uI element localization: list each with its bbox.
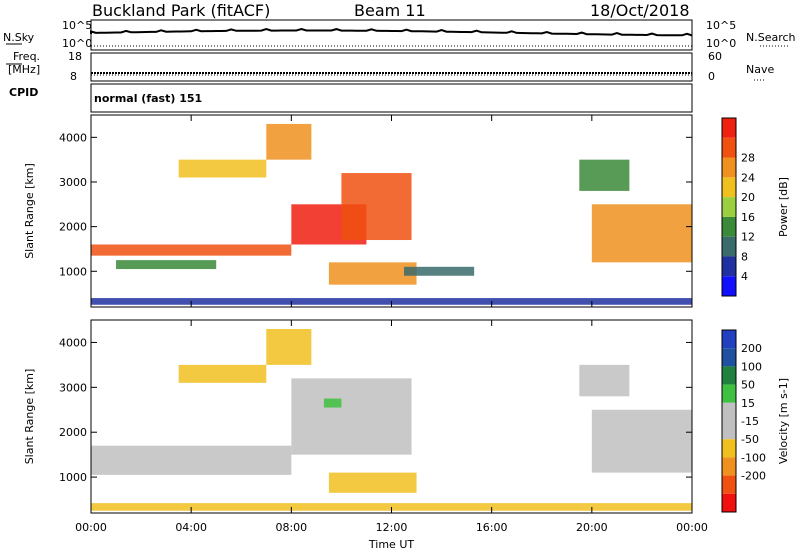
nave-tick-bottom: 0 (708, 70, 715, 83)
velocity-echo-band-7 (579, 364, 630, 397)
velocity-colorbar-tick-0: 200 (741, 342, 762, 355)
velocity-echo-band-4 (328, 472, 417, 493)
freq-label: Freq. (13, 50, 41, 63)
power-ytick-label-1: 2000 (59, 221, 87, 234)
velocity-colorbar-tick-5: -50 (741, 433, 759, 446)
xtick-label-1: 04:00 (175, 521, 207, 534)
velocity-colorbar-seg-5 (722, 421, 736, 440)
power-colorbar-seg-1 (722, 256, 736, 277)
power-colorbar-tick-1: 8 (741, 250, 748, 263)
velocity-colorbar-tick-4: -15 (741, 415, 759, 428)
search-label: N.Search (746, 31, 796, 44)
velocity-colorbar-seg-3 (722, 384, 736, 403)
velocity-echo-band-0 (91, 445, 292, 475)
search-tick-bottom: 10^0 (706, 37, 737, 50)
velocity-ytick-label-2: 3000 (59, 381, 87, 394)
cpid-strip-frame (90, 83, 693, 113)
velocity-ylabel: Slant Range [km] (23, 369, 36, 465)
velocity-colorbar-seg-7 (722, 457, 736, 476)
power-ylabel: Slant Range [km] (23, 163, 36, 259)
velocity-colorbar-tick-3: 15 (741, 397, 755, 410)
velocity-colorbar-tick-1: 100 (741, 360, 762, 373)
power-colorbar-tick-5: 24 (741, 171, 755, 184)
power-echo-band-5 (266, 123, 312, 160)
velocity-echo-band-8 (91, 503, 692, 511)
power-colorbar-tick-4: 20 (741, 191, 755, 204)
xtick-label-3: 12:00 (376, 521, 408, 534)
power-colorbar-tick-2: 12 (741, 231, 755, 244)
power-colorbar-seg-5 (722, 177, 736, 198)
search-tick-top: 10^5 (706, 19, 737, 32)
power-echo-band-8 (591, 204, 692, 263)
velocity-echo-band-6 (591, 409, 692, 473)
power-colorbar-seg-7 (722, 137, 736, 158)
velocity-echo-band-5 (323, 398, 342, 408)
power-colorbar-frame (721, 117, 737, 297)
velocity-echo-band-2 (178, 364, 267, 383)
velocity-echo-band-3 (266, 328, 312, 365)
velocity-colorbar-seg-6 (722, 439, 736, 458)
velocity-colorbar-label: Velocity [m s-1] (777, 378, 790, 464)
power-echo-band-6 (328, 262, 417, 285)
power-colorbar-seg-3 (722, 216, 736, 237)
velocity-colorbar-tick-6: -100 (741, 451, 766, 464)
xtick-label-5: 20:00 (576, 521, 608, 534)
cpid-label: CPID (9, 86, 39, 99)
sky-label: N.Sky (3, 31, 35, 44)
velocity-ytick-label-1: 2000 (59, 426, 87, 439)
velocity-colorbar-seg-2 (722, 366, 736, 385)
power-echo-band-1 (116, 260, 217, 270)
power-colorbar-seg-2 (722, 236, 736, 257)
velocity-colorbar-seg-8 (722, 475, 736, 494)
sky-tick-top: 10^5 (62, 19, 93, 32)
power-colorbar-seg-4 (722, 197, 736, 217)
power-colorbar-label: Power [dB] (777, 177, 790, 237)
power-echo-band-0 (91, 244, 292, 256)
velocity-colorbar-frame (721, 329, 737, 513)
power-ytick-label-3: 4000 (59, 131, 87, 144)
power-colorbar-seg-6 (722, 157, 736, 178)
xtick-label-6: 00:00 (676, 521, 708, 534)
velocity-echo-band-1 (291, 378, 412, 455)
power-echo-band-7 (404, 266, 475, 276)
beam-label: Beam 11 (354, 1, 426, 20)
date-label: 18/Oct/2018 (590, 1, 690, 20)
velocity-colorbar-seg-4 (722, 402, 736, 421)
nave-label: Nave (746, 63, 775, 76)
velocity-colorbar-tick-2: 50 (741, 379, 755, 392)
power-echo-band-9 (579, 159, 630, 191)
velocity-colorbar-seg-0 (722, 330, 736, 349)
xtick-label-4: 16:00 (476, 521, 508, 534)
power-colorbar-tick-0: 4 (741, 270, 748, 283)
cpid-value: normal (fast) 151 (94, 92, 203, 105)
xtick-label-0: 00:00 (75, 521, 107, 534)
xtick-label-2: 08:00 (275, 521, 307, 534)
velocity-ytick-label-0: 1000 (59, 471, 87, 484)
chart-title: Buckland Park (fitACF) (92, 1, 271, 20)
power-echo-band-3 (341, 173, 412, 241)
sky-tick-bottom: 10^0 (62, 37, 93, 50)
velocity-colorbar-tick-7: -200 (741, 470, 766, 483)
power-colorbar-seg-8 (722, 118, 736, 138)
freq-strip-frame (90, 52, 693, 82)
xlabel: Time UT (368, 538, 414, 551)
sky-noise-line (90, 27, 693, 37)
power-ytick-label-0: 1000 (59, 265, 87, 278)
power-colorbar-tick-3: 16 (741, 211, 755, 224)
freq-unit-label: [MHz] (8, 63, 41, 76)
power-echo-band-4 (178, 159, 267, 178)
freq-tick-bottom: 8 (70, 70, 77, 83)
power-colorbar-tick-6: 28 (741, 152, 755, 165)
power-colorbar-seg-0 (722, 276, 736, 296)
velocity-colorbar-seg-9 (722, 493, 736, 512)
freq-tick-top: 18 (68, 50, 82, 63)
nave-tick-top: 60 (708, 50, 722, 63)
velocity-colorbar-seg-1 (722, 348, 736, 367)
power-ytick-label-2: 3000 (59, 176, 87, 189)
velocity-ytick-label-3: 4000 (59, 336, 87, 349)
